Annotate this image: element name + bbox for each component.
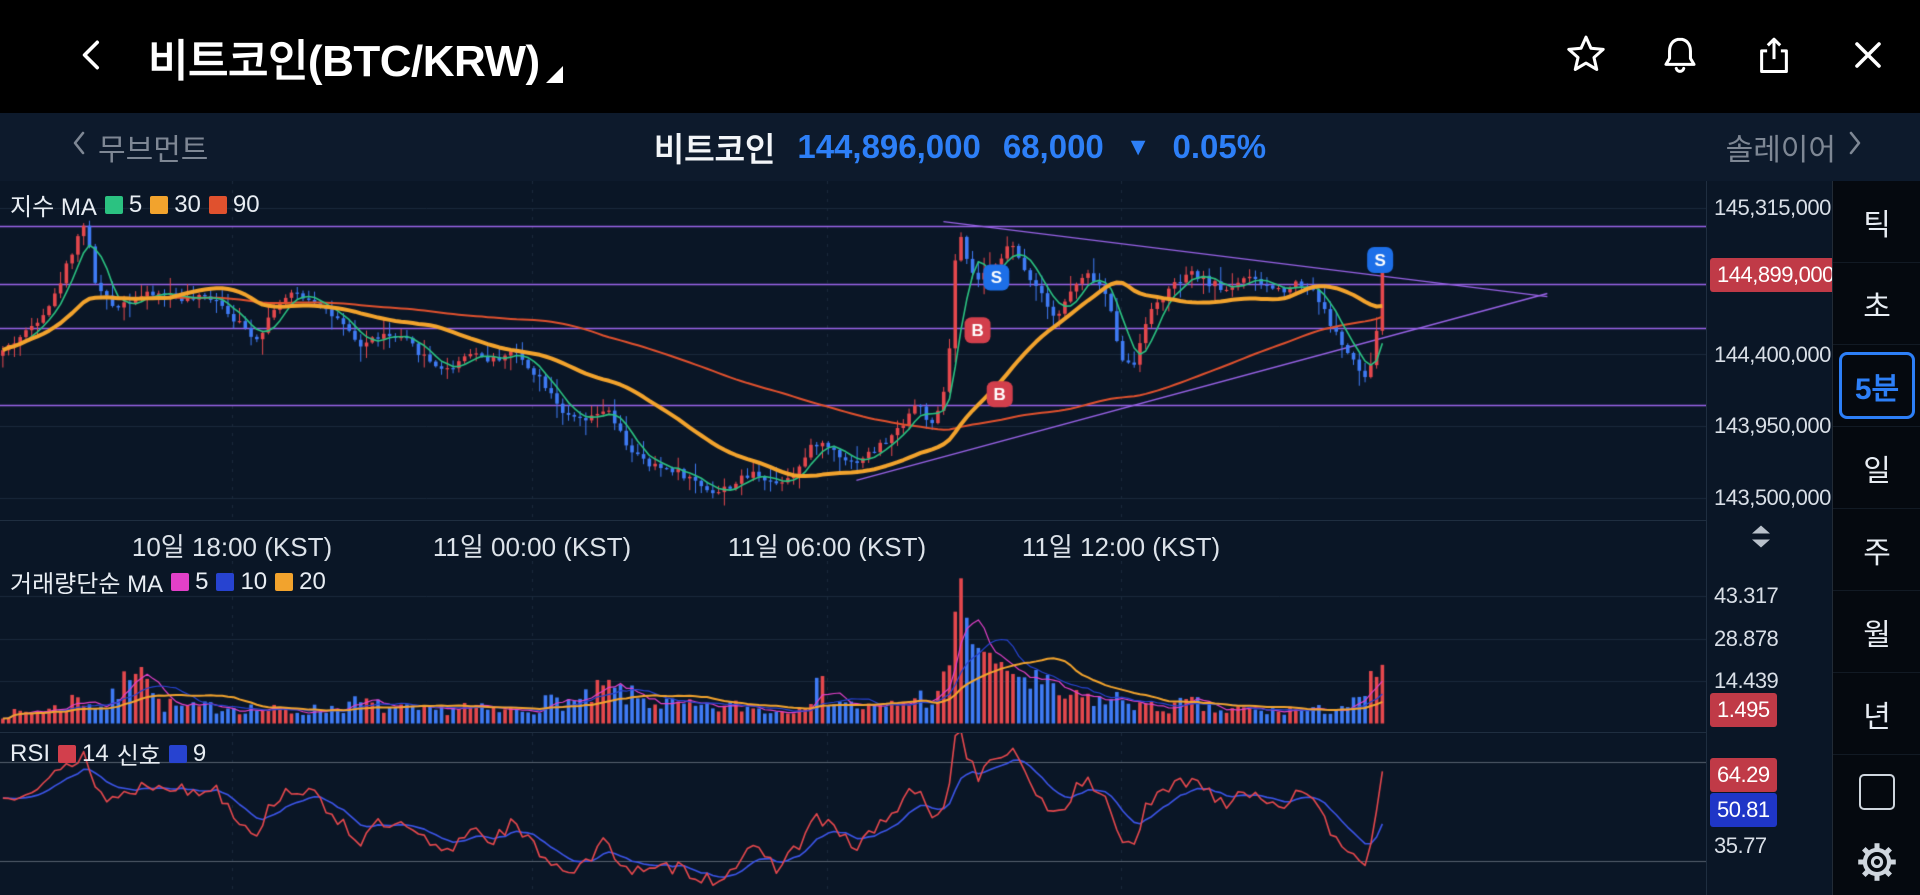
chevron-left-icon — [70, 129, 88, 165]
ma90-color-chip — [208, 195, 227, 214]
volume-tick-3: 14.439 — [1714, 668, 1779, 693]
ticker-summary: 비트코인 144,896,000 68,000 ▼ 0.05% — [654, 123, 1266, 171]
favorite-button[interactable] — [1560, 29, 1612, 84]
time-axis[interactable]: 10일 18:00 (KST) 11일 00:00 (KST) 11일 06:0… — [0, 520, 1706, 563]
timeframe-5min-label: 5분 — [1854, 372, 1900, 406]
ma30-color-chip — [150, 195, 169, 214]
price-tick-1: 145,315,000 — [1714, 195, 1831, 220]
prev-symbol-button[interactable]: 무브먼트 — [70, 125, 208, 169]
star-icon — [1564, 33, 1608, 80]
symbol-selector[interactable]: 비트코인(BTC/KRW) — [148, 25, 563, 89]
rsi-period: 14 — [82, 739, 109, 767]
close-icon — [1846, 33, 1890, 80]
timeframe-tick[interactable]: 틱 — [1833, 181, 1920, 263]
coin-change-percent: 0.05% — [1172, 128, 1267, 165]
current-rsi-badge: 64.29 — [1710, 758, 1777, 792]
settings-button[interactable] — [1833, 828, 1920, 895]
vol-ma10-color-chip — [216, 572, 235, 591]
volume-tick-2: 28.878 — [1714, 626, 1779, 651]
coin-name: 비트코인 — [653, 131, 776, 168]
rsi-period-color-chip — [58, 744, 77, 763]
rsi-tick-1: 35.77 — [1714, 833, 1767, 858]
next-symbol-label: 솔레이어 — [1725, 134, 1836, 167]
timeframe-day-label: 일 — [1863, 454, 1891, 488]
rsi-legend: RSI 14 신호 9 — [10, 736, 206, 771]
price-chart-canvas[interactable] — [0, 181, 1706, 520]
chevron-right-icon — [1846, 129, 1864, 165]
rsi-pane: RSI 14 신호 9 — [0, 732, 1706, 895]
prev-symbol-label: 무브먼트 — [98, 134, 209, 167]
rsi-signal-label: 신호 — [116, 743, 161, 770]
timeframe-year-label: 년 — [1863, 700, 1891, 734]
time-label-1: 10일 18:00 (KST) — [131, 532, 333, 562]
ticker-strip: 무브먼트 비트코인 144,896,000 68,000 ▼ 0.05% 솔레이… — [0, 113, 1920, 181]
rsi-chart-canvas[interactable] — [0, 733, 1706, 895]
rsi-signal-period: 9 — [192, 739, 207, 767]
time-label-3: 11일 06:00 (KST) — [727, 532, 927, 562]
rsi-legend-label: RSI — [10, 739, 51, 767]
current-volume-badge: 1.495 — [1710, 693, 1777, 727]
ma5-color-chip — [104, 195, 123, 214]
timeframe-sidebar: 틱 초 5분 일 주 월 년 — [1832, 181, 1920, 895]
coin-price: 144,896,000 — [797, 128, 981, 165]
vol-ma20-color-chip — [275, 572, 294, 591]
ma90-period: 90 — [232, 190, 260, 218]
rsi-signal-color-chip — [168, 744, 187, 763]
vol-ma5-color-chip — [171, 572, 190, 591]
alerts-button[interactable] — [1654, 29, 1706, 84]
volume-legend-label: 거래량단순 MA — [10, 571, 164, 598]
price-chart-pane: 지수 MA 5 30 90 — [0, 181, 1706, 520]
share-button[interactable] — [1748, 29, 1800, 84]
price-tick-3: 143,950,000 — [1714, 413, 1831, 438]
time-label-2: 11일 00:00 (KST) — [432, 532, 632, 562]
timeframe-tick-label: 틱 — [1863, 208, 1891, 242]
vol-ma10-period: 10 — [240, 567, 268, 595]
timeframe-5min[interactable]: 5분 — [1833, 345, 1920, 427]
timeframe-month-label: 월 — [1863, 618, 1891, 652]
current-price-badge: 144,899,000 — [1710, 258, 1841, 292]
timeframe-year[interactable]: 년 — [1833, 673, 1920, 755]
price-tick-2: 144,400,000 — [1714, 342, 1831, 367]
time-label-4: 11일 12:00 (KST) — [1021, 532, 1221, 562]
timeframe-month[interactable]: 월 — [1833, 591, 1920, 673]
header-actions — [1560, 29, 1894, 84]
bell-icon — [1658, 33, 1702, 80]
price-down-triangle-icon: ▼ — [1125, 132, 1151, 161]
close-button[interactable] — [1842, 29, 1894, 84]
main-chart-legend: 지수 MA 5 30 90 — [10, 187, 260, 222]
timeframe-week[interactable]: 주 — [1833, 509, 1920, 591]
price-axis-column[interactable]: 145,315,000 144,899,000 144,400,000 143,… — [1706, 181, 1841, 895]
timeframe-day[interactable]: 일 — [1833, 427, 1920, 509]
ma30-period: 30 — [174, 190, 201, 218]
chart-style-button[interactable] — [1833, 755, 1920, 828]
back-chevron-icon — [74, 36, 112, 77]
timeframe-second-label: 초 — [1863, 290, 1891, 324]
title-dropdown-caret — [545, 65, 563, 83]
share-icon — [1752, 33, 1796, 80]
coin-change-amount: 68,000 — [1002, 128, 1104, 165]
volume-tick-1: 43.317 — [1714, 583, 1779, 608]
vol-ma5-period: 5 — [195, 567, 209, 595]
ma-legend-label: 지수 MA — [10, 194, 97, 221]
page-title: 비트코인(BTC/KRW) — [148, 36, 540, 86]
price-tick-4: 143,500,000 — [1714, 485, 1831, 510]
vol-ma20-period: 20 — [299, 567, 326, 595]
volume-pane: 거래량단순 MA 5 10 20 — [0, 561, 1706, 732]
app-header: 비트코인(BTC/KRW) — [0, 0, 1920, 113]
ma5-period: 5 — [128, 190, 143, 218]
timeframe-week-label: 주 — [1863, 536, 1891, 570]
square-icon — [1859, 773, 1895, 810]
current-rsi-signal-badge: 50.81 — [1710, 793, 1777, 827]
gear-icon — [1854, 839, 1900, 890]
next-symbol-button[interactable]: 솔레이어 — [1726, 125, 1864, 169]
volume-legend: 거래량단순 MA 5 10 20 — [10, 564, 326, 599]
timeframe-second[interactable]: 초 — [1833, 263, 1920, 345]
pane-resize-icon[interactable] — [1749, 524, 1773, 555]
back-button[interactable] — [66, 28, 120, 85]
